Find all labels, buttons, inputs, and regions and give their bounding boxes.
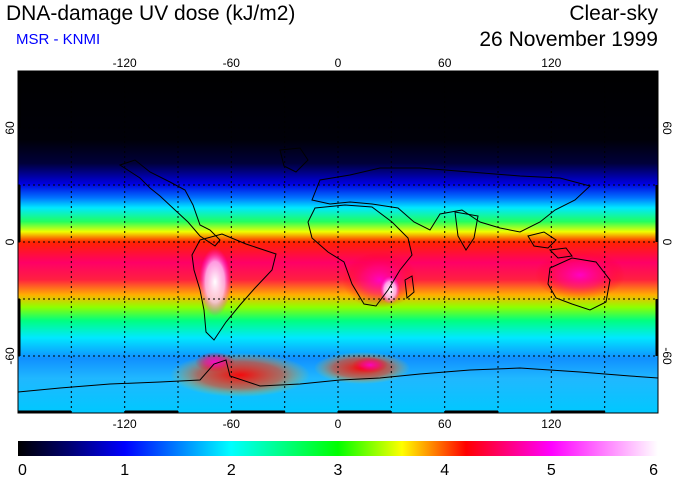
map-title: DNA-damage UV dose (kJ/m2) xyxy=(6,2,296,25)
lon-label-top: -120 xyxy=(113,56,137,70)
lon-label-top: 0 xyxy=(335,56,342,70)
lat-label-left: 0 xyxy=(3,238,17,245)
lon-label-bottom: -60 xyxy=(223,417,241,431)
colorbar-label: 2 xyxy=(227,462,236,479)
colorbar-label: 5 xyxy=(547,462,556,479)
lon-label-top: -60 xyxy=(223,56,241,70)
lon-label-bottom: 120 xyxy=(541,417,561,431)
lat-label-right: 60 xyxy=(660,121,674,135)
sky-condition-label: Clear-sky xyxy=(569,2,658,25)
colorbar-label: 6 xyxy=(649,462,658,479)
coastlines xyxy=(18,147,658,393)
lon-label-top: 120 xyxy=(541,56,561,70)
frame-ticks xyxy=(17,70,659,414)
lat-label-left: -60 xyxy=(3,347,17,365)
colorbar-label: 4 xyxy=(440,462,449,479)
left-latitude-labels: 60 0 -60 xyxy=(3,121,17,365)
date-label: 26 November 1999 xyxy=(479,28,658,51)
lon-label-bottom: 60 xyxy=(438,417,452,431)
colorbar xyxy=(18,441,658,456)
right-latitude-labels: 60 0 -60 xyxy=(660,121,674,365)
colorbar-labels: 0 1 2 3 4 5 6 xyxy=(18,462,658,479)
source-label: MSR - KNMI xyxy=(16,31,101,48)
lon-label-bottom: 0 xyxy=(335,417,342,431)
lon-label-bottom: -120 xyxy=(113,417,137,431)
lat-label-right: 0 xyxy=(660,239,674,246)
colorbar-label: 0 xyxy=(18,462,27,479)
graticule xyxy=(18,71,658,413)
lat-label-left: 60 xyxy=(3,121,17,135)
bottom-longitude-labels: -120 -60 0 60 120 xyxy=(113,417,562,431)
colorbar-label: 3 xyxy=(334,462,343,479)
lat-label-right: -60 xyxy=(660,347,674,365)
colorbar-label: 1 xyxy=(120,462,129,479)
lon-label-top: 60 xyxy=(438,56,452,70)
top-longitude-labels: -120 -60 0 60 120 xyxy=(113,56,562,70)
